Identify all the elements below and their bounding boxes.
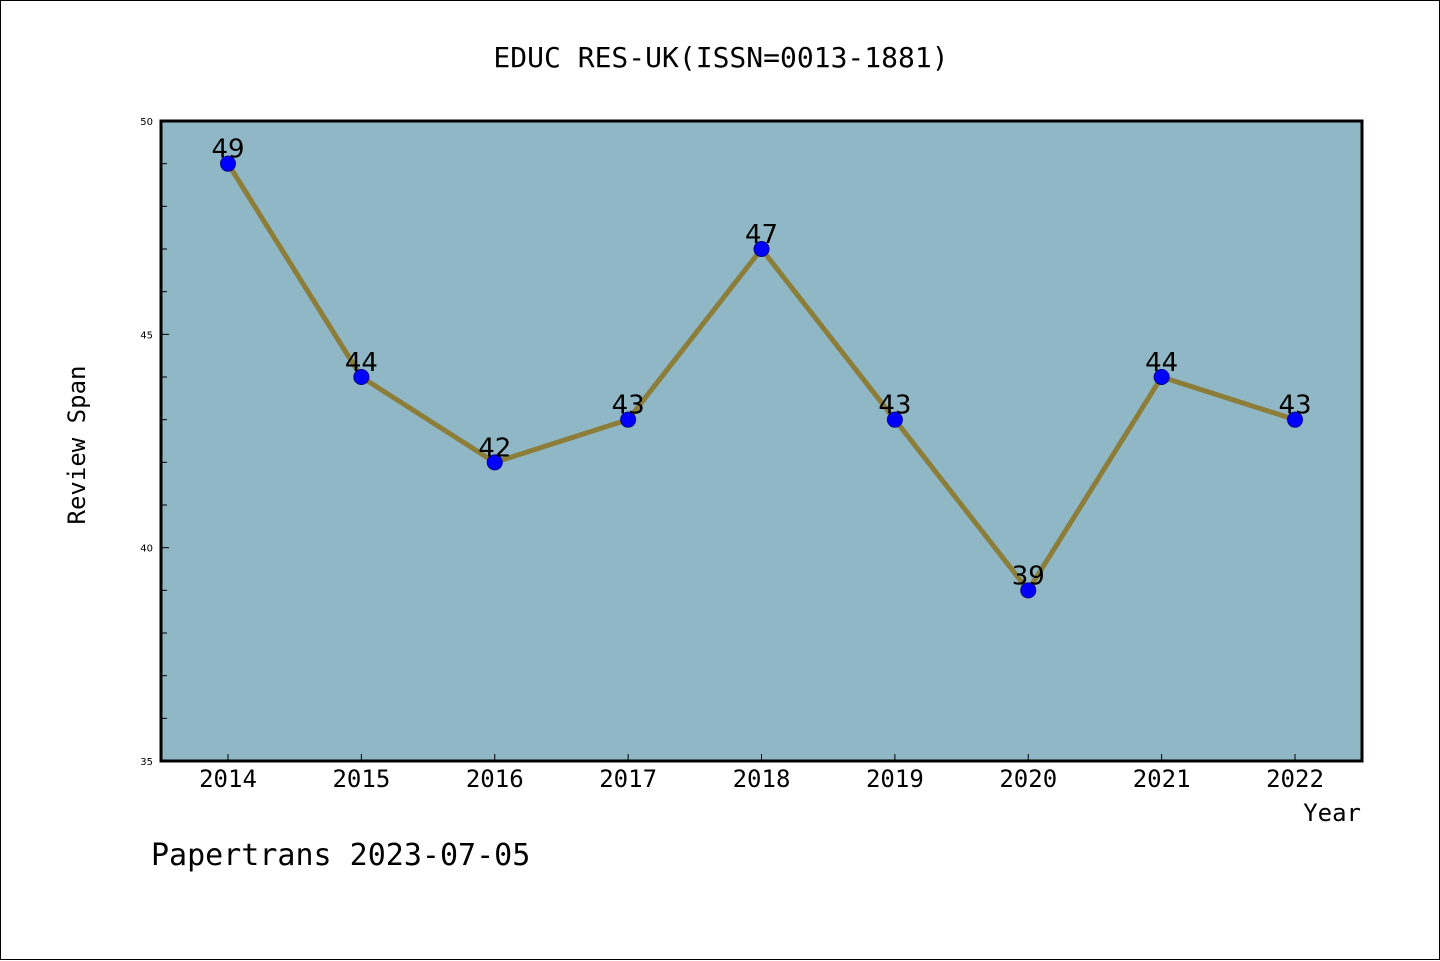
y-tick-label: 40 xyxy=(140,544,153,555)
footer-text: Papertrans 2023-07-05 xyxy=(151,838,530,873)
plot-frame xyxy=(159,119,1364,763)
x-tick-label: 2014 xyxy=(199,765,257,793)
data-label: 49 xyxy=(211,135,244,165)
x-axis-label: Year xyxy=(1303,799,1361,827)
series-layer xyxy=(220,155,1303,599)
data-label: 47 xyxy=(745,220,778,250)
data-label: 43 xyxy=(612,391,645,421)
y-tick-label: 50 xyxy=(140,117,153,128)
data-label: 39 xyxy=(1012,561,1045,591)
x-tick-label: 2020 xyxy=(999,765,1057,793)
x-axis: 2014 2015 2016 2017 2018 2019 2020 2021 2022 xyxy=(199,754,1324,793)
x-tick-label: 2015 xyxy=(332,765,390,793)
y-tick-label: 35 xyxy=(140,757,153,768)
data-point xyxy=(486,454,503,471)
data-label: 44 xyxy=(345,348,378,378)
x-tick-label: 2019 xyxy=(866,765,924,793)
data-point xyxy=(1020,582,1037,599)
x-tick-label: 2018 xyxy=(733,765,791,793)
data-point xyxy=(220,155,236,172)
y-axis-label: Review Span xyxy=(63,366,91,525)
data-point xyxy=(1287,411,1303,428)
data-point xyxy=(620,411,637,428)
y-tick-label: 45 xyxy=(140,330,153,341)
data-point xyxy=(753,241,770,257)
plot-area xyxy=(161,121,1362,761)
data-label: 44 xyxy=(1145,348,1178,378)
chart-title: EDUC RES-UK(ISSN=0013-1881) xyxy=(493,41,948,74)
x-tick-label: 2022 xyxy=(1266,765,1324,793)
data-label: 43 xyxy=(878,391,911,421)
data-point xyxy=(353,369,370,385)
x-tick-label: 2021 xyxy=(1133,765,1191,793)
x-tick-label: 2017 xyxy=(599,765,657,793)
data-point xyxy=(1153,369,1170,385)
data-point xyxy=(886,411,903,428)
x-tick-label: 2016 xyxy=(466,765,524,793)
data-label-layer: 49 44 42 43 47 43 39 44 43 xyxy=(211,135,1311,592)
data-label: 42 xyxy=(478,433,511,463)
data-label: 43 xyxy=(1278,391,1311,421)
